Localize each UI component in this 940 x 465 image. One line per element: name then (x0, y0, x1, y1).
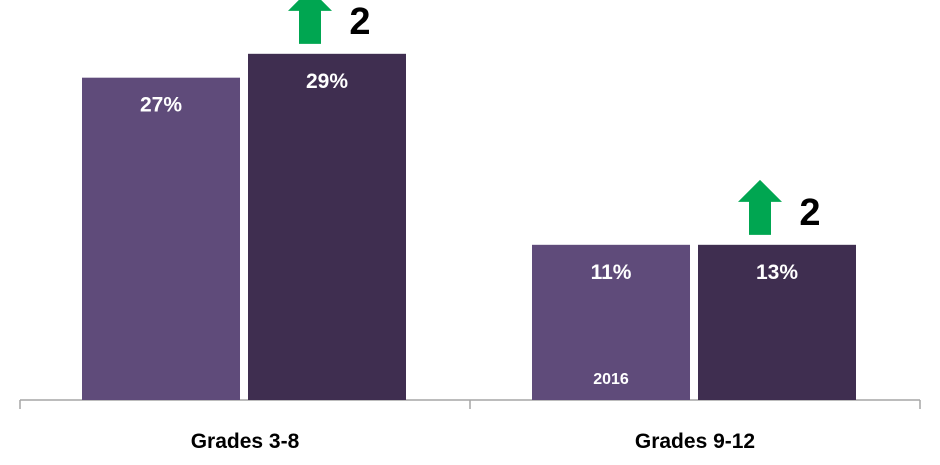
series-label: 2016 (593, 371, 629, 388)
bar-value-label: 27% (140, 94, 182, 117)
up-arrow-icon (288, 0, 332, 44)
up-arrow-icon (738, 179, 782, 235)
change-value-label: 2 (799, 192, 820, 234)
x-tick-label: Grades 9-12 (635, 430, 755, 453)
bar-value-label: 29% (306, 70, 348, 93)
bar (698, 244, 856, 400)
change-value-label: 2 (349, 1, 370, 43)
x-tick-label: Grades 3-8 (191, 430, 300, 453)
bar-value-label: 11% (591, 261, 632, 284)
bar-value-label: 13% (756, 261, 798, 284)
bar (532, 244, 690, 400)
bar (82, 77, 240, 400)
bar (248, 53, 406, 400)
